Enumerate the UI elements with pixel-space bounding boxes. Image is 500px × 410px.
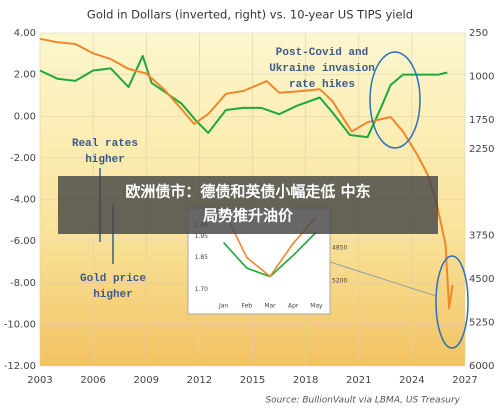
- annotation: Gold price: [80, 273, 146, 285]
- y2-tick-label: 4500: [469, 274, 494, 285]
- x-tick-label: Apr: [288, 303, 299, 310]
- y2-tick-label: 2250: [469, 144, 494, 155]
- source: Source: BullionVault via LBMA, US Treasu…: [265, 396, 460, 406]
- x-tick-label: 2021: [346, 375, 371, 386]
- series-line: [39, 54, 448, 139]
- y-tick-label: 4.00: [14, 28, 36, 39]
- y-tick-label: 2.00: [14, 70, 36, 81]
- x-tick-label: Mar: [264, 303, 276, 310]
- y-tick-label: -6.00: [10, 236, 36, 247]
- annotation: higher: [93, 289, 133, 301]
- x-tick-label: Feb: [241, 303, 252, 310]
- x-tick-label: 2003: [27, 375, 52, 386]
- annotation: Ukraine invasion: [269, 63, 375, 75]
- y-tick-label: -10.00: [4, 319, 36, 330]
- annotation: higher: [85, 154, 125, 166]
- y-tick-label: 1.85: [195, 254, 209, 261]
- y-tick-label: -2.00: [10, 153, 36, 164]
- x-tick-label: 2018: [293, 375, 318, 386]
- annotation: Post-Covid and: [276, 47, 368, 59]
- series-line: [39, 37, 454, 310]
- chart-title: Gold in Dollars (inverted, right) vs. 10…: [87, 8, 413, 22]
- y-tick-label: 1.70: [195, 286, 209, 293]
- annotation: Real rates: [72, 138, 138, 150]
- y2-tick-label: 1750: [469, 115, 494, 126]
- y2-tick-label: 1000: [469, 71, 494, 82]
- series-line: [222, 209, 318, 278]
- x-tick-label: 2009: [134, 375, 159, 386]
- highlight-ellipse: [435, 255, 469, 349]
- y2-tick-label: 5200: [332, 278, 347, 285]
- y2-tick-label: 3750: [469, 231, 494, 242]
- highlight-ellipse: [369, 51, 421, 149]
- banner-text: 局势推升油价: [202, 207, 294, 225]
- x-tick-label: 2027: [452, 375, 477, 386]
- y-tick-label: 1.95: [195, 233, 209, 240]
- y2-tick-label: 5250: [469, 318, 494, 329]
- annotation: rate hikes: [289, 79, 355, 91]
- y2-tick-label: 4850: [332, 245, 347, 252]
- y-tick-label: 0.00: [14, 111, 36, 122]
- y-tick-label: -4.00: [10, 195, 36, 206]
- y2-tick-label: 250: [469, 28, 488, 39]
- x-tick-label: 2024: [399, 375, 424, 386]
- y-tick-label: -8.00: [10, 278, 36, 289]
- x-tick-label: May: [310, 303, 323, 310]
- x-tick-label: 2015: [240, 375, 265, 386]
- y2-tick-label: 6000: [469, 361, 494, 372]
- banner-text: 欧洲债市：德债和英债小幅走低 中东: [125, 183, 370, 201]
- banner: [58, 176, 438, 234]
- connector: [329, 261, 437, 297]
- x-tick-label: 2006: [80, 375, 105, 386]
- x-tick-label: 2012: [187, 375, 212, 386]
- x-tick-label: Jan: [218, 303, 228, 310]
- y-tick-label: -12.00: [4, 361, 36, 372]
